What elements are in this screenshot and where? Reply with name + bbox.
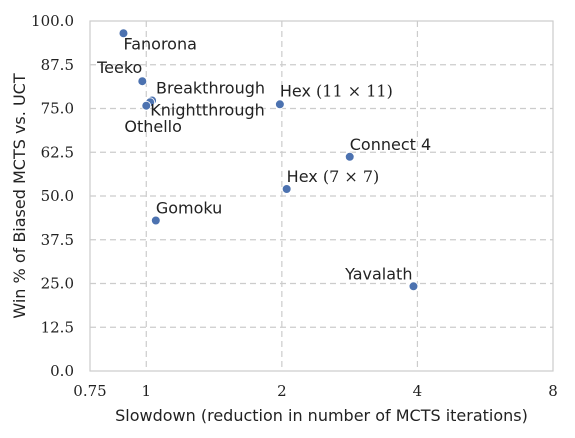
point-label: Breakthrough (156, 78, 265, 97)
y-tick-label: 100.0 (31, 12, 74, 30)
y-tick-label: 87.5 (41, 56, 74, 74)
x-tick-label: 4 (413, 382, 423, 400)
data-point (118, 28, 129, 39)
y-tick-label: 50.0 (41, 187, 74, 205)
x-axis-label: Slowdown (reduction in number of MCTS it… (115, 406, 528, 425)
grid (90, 21, 553, 371)
data-point (408, 281, 419, 292)
point-label: Yavalath (344, 264, 412, 283)
point-labels: Fanorona Teeko Breakthrough OthelloKnightth… (96, 34, 431, 283)
point-label: Othello (124, 117, 182, 136)
data-point (344, 152, 355, 162)
x-tick-label: 0.75 (73, 382, 106, 400)
point-label: Hex (11 × 11) (280, 81, 393, 100)
data-point (137, 76, 148, 86)
y-tick-label: 62.5 (41, 143, 74, 161)
point-label: Connect 4 (350, 135, 431, 154)
x-tick-label: 1 (141, 382, 151, 400)
y-tick-label: 75.0 (41, 100, 74, 118)
tick-labels: 0.0 12.5 25.0 37.5 50.0 62.5 75.0 87.5 100.0 0.75… (31, 12, 558, 400)
data-point (151, 215, 161, 226)
point-label: Fanorona (123, 34, 196, 53)
y-tick-label: 37.5 (41, 231, 74, 249)
point-label: Gomoku (156, 199, 222, 218)
y-axis-label: Win % of Biased MCTS vs. UCT (10, 73, 29, 318)
point-label: Teeko (96, 58, 142, 77)
data-points (118, 28, 419, 292)
data-point (275, 99, 285, 110)
y-tick-label: 12.5 (41, 318, 74, 336)
data-point (281, 184, 292, 194)
point-label: Knightthrough (150, 101, 265, 120)
data-point (141, 100, 152, 111)
y-tick-label: 0.0 (50, 362, 74, 380)
y-tick-label: 25.0 (41, 275, 74, 293)
point-label: Hex (7 × 7) (287, 167, 380, 186)
x-tick-label: 2 (277, 382, 287, 400)
x-tick-label: 8 (548, 382, 558, 400)
plot-frame (89, 20, 554, 372)
